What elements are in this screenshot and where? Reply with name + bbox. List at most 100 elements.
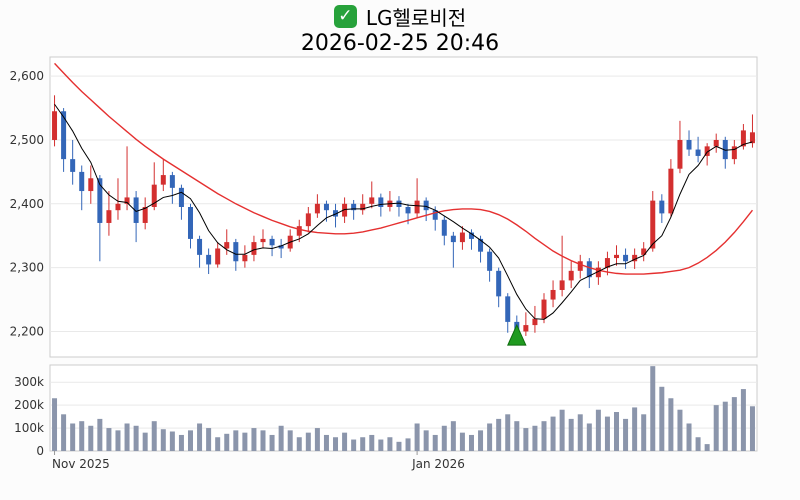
volume-bar [160, 429, 166, 451]
volume-bar [559, 409, 565, 451]
candle-body [614, 254, 620, 259]
candle-body [260, 238, 266, 243]
volume-bar [269, 434, 275, 451]
volume-bar [641, 414, 647, 451]
candle-body [314, 203, 320, 214]
candle-body [550, 289, 556, 300]
volume-bar [215, 437, 221, 451]
candle-body [668, 168, 674, 214]
candle-body [396, 200, 402, 207]
volume-bar [169, 431, 175, 451]
volume-bar [296, 437, 302, 451]
candle-body [224, 242, 230, 249]
volume-bar [478, 430, 484, 451]
candle-body [577, 261, 583, 271]
candle-body [568, 270, 574, 281]
volume-bar [614, 412, 620, 451]
candle-body [496, 270, 502, 297]
candle-body [731, 146, 737, 160]
volume-bar [342, 432, 348, 451]
candle-body [677, 139, 683, 169]
candle-body [650, 200, 656, 249]
candle-body [713, 139, 719, 147]
volume-axis-label: 100k [14, 421, 44, 435]
volume-bar [360, 437, 366, 451]
volume-bar [387, 437, 393, 451]
candle-body [333, 210, 339, 217]
ma-short-line [54, 103, 753, 320]
candle-body [478, 238, 484, 252]
volume-bar [351, 439, 357, 451]
candle-body [623, 254, 629, 262]
volume-bar [88, 425, 94, 451]
volume-bar [414, 423, 420, 451]
volume-bar [740, 389, 746, 451]
candle-body [351, 203, 357, 211]
volume-bar [731, 397, 737, 451]
volume-bar [197, 423, 203, 451]
price-plot-area [49, 56, 758, 358]
candle-body [695, 149, 701, 156]
price-axis-label: 2,300 [10, 261, 44, 275]
volume-bar [505, 414, 511, 451]
volume-bar [242, 432, 248, 451]
candle-body [523, 325, 529, 332]
candle-body [659, 200, 665, 214]
volume-bar [287, 430, 293, 451]
candle-body [142, 207, 148, 223]
volume-bar [713, 405, 719, 451]
candle-body [70, 159, 76, 172]
candle-body [468, 232, 474, 239]
volume-bar [142, 432, 148, 451]
volume-bar [487, 423, 493, 451]
volume-bar [233, 430, 239, 451]
candle-body [487, 251, 493, 271]
candle-body [641, 248, 647, 255]
volume-bar [604, 416, 610, 451]
candle-body [169, 175, 175, 188]
volume-bar [722, 401, 728, 451]
candle-body [61, 111, 67, 160]
candle-body [405, 207, 411, 214]
candle-body [423, 200, 429, 211]
volume-bar [686, 423, 692, 451]
candle-body [160, 175, 166, 185]
volume-bar [650, 366, 656, 451]
candle-body [595, 267, 601, 278]
x-axis-label: Nov 2025 [52, 457, 110, 471]
volume-bar [577, 414, 583, 451]
volume-bar [668, 398, 674, 451]
volume-axis-label: 0 [36, 444, 44, 458]
candle-body [215, 248, 221, 265]
volume-bar [396, 441, 402, 451]
volume-bar [423, 430, 429, 451]
volume-bar [749, 406, 755, 451]
volume-bar [378, 439, 384, 451]
volume-bar [441, 425, 447, 451]
candle-body [459, 232, 465, 243]
volume-bar [450, 421, 456, 451]
volume-bar [586, 423, 592, 451]
volume-bar [314, 428, 320, 451]
candle-body [722, 139, 728, 160]
volume-bar [695, 437, 701, 451]
candle-body [323, 203, 329, 211]
price-axis-label: 2,400 [10, 197, 44, 211]
volume-bar [568, 418, 574, 451]
chart-header: ✓ LG헬로비전 2026-02-25 20:46 [0, 2, 800, 56]
price-axis-label: 2,500 [10, 133, 44, 147]
candle-body [115, 203, 121, 211]
candle-body [97, 178, 103, 223]
volume-bar [550, 416, 556, 451]
candle-body [414, 200, 420, 214]
candle-body [450, 235, 456, 243]
candle-body [133, 197, 139, 223]
volume-bar [124, 423, 130, 451]
candle-body [686, 139, 692, 150]
volume-bar [52, 398, 58, 451]
candle-body [124, 197, 130, 204]
candle-body [106, 210, 112, 223]
candle-body [278, 245, 284, 249]
volume-bar [532, 425, 538, 451]
